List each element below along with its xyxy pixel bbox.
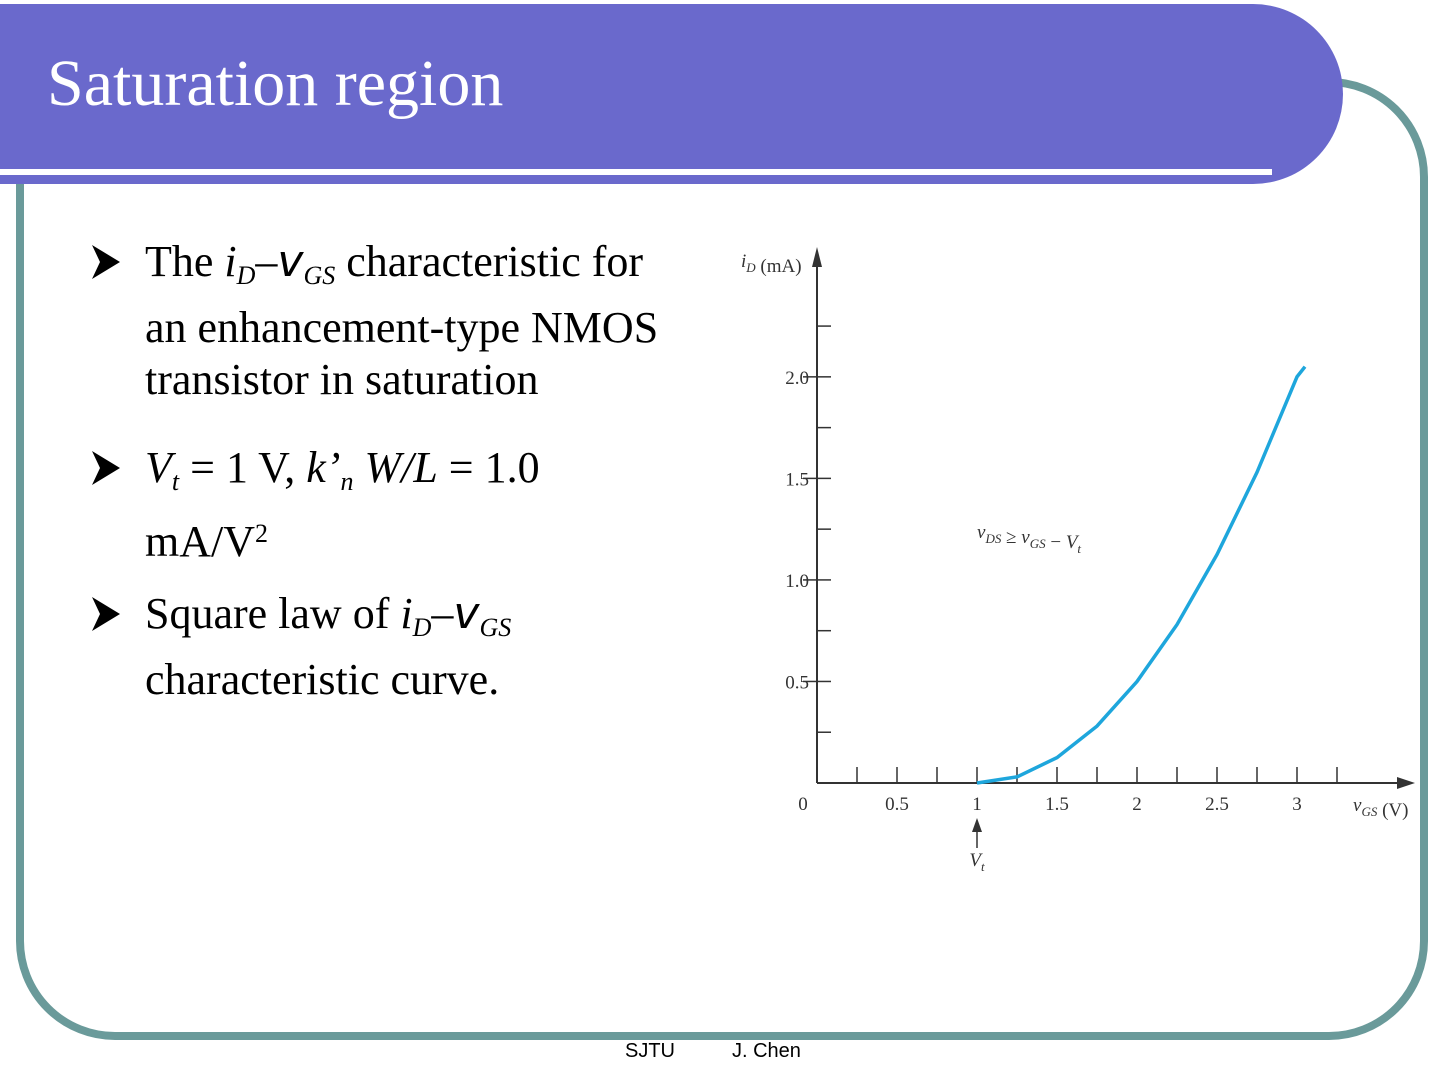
text: mA/V (145, 517, 255, 566)
xlabel-part: GS (1361, 804, 1377, 819)
footer-left: SJTU (625, 1040, 675, 1062)
x-tick-label: 1.5 (1045, 794, 1069, 815)
x-tick-label: 2.5 (1205, 794, 1229, 815)
title-rule (0, 169, 1272, 175)
y-axis-arrow (812, 247, 822, 267)
text: n (340, 467, 354, 496)
annotation-part: t (1077, 541, 1081, 556)
text: i (400, 589, 413, 638)
x-tick-label: 1 (972, 794, 982, 815)
x-axis-arrow (1397, 777, 1415, 789)
x-tick-label: 0.5 (885, 794, 909, 815)
marker_label-part: t (981, 859, 985, 874)
text: V (145, 443, 172, 492)
text: GS (303, 261, 336, 290)
annotation-part: V (1066, 532, 1080, 553)
text: t (171, 467, 180, 496)
text: k’ (306, 443, 341, 492)
ylabel-part: D (745, 260, 756, 275)
text: v (453, 588, 480, 639)
ylabel: iD (mA) (741, 251, 802, 277)
curve (976, 365, 1307, 785)
text: The (145, 237, 225, 286)
xlabel: vGS (V) (1353, 795, 1408, 821)
y-tick-label: 0.5 (785, 672, 809, 693)
text: – (431, 589, 454, 638)
y-tick-label: 2.0 (785, 368, 809, 389)
marker_label: Vt (969, 850, 985, 874)
annotation-part: − (1046, 532, 1066, 553)
chart: 0 0.5 1 1.5 2 2.5 30.51.01.52.0iD (mA)vGS (V)v… (741, 247, 1415, 874)
text: v (277, 236, 304, 287)
bullet: The iD–vGS characteristic for an enhance… (145, 236, 658, 406)
text: Square law of (145, 589, 401, 638)
annotation-part: DS (984, 531, 1001, 546)
marker_label-part: V (969, 850, 983, 871)
bullet: Vt = 1 V, k’n W/L = 1.0 mA/V2 (145, 442, 540, 568)
xlabel-part: v (1353, 795, 1362, 816)
footer-right: J. Chen (732, 1040, 801, 1062)
x-tick-label: 0 (798, 794, 808, 815)
text: GS (479, 613, 512, 642)
x-tick-label: 2 (1132, 794, 1142, 815)
text: transistor in saturation (145, 355, 539, 404)
text: = 1.0 (437, 443, 540, 492)
annotation-part: ≥ (1001, 527, 1021, 548)
text: 2 (255, 519, 268, 548)
xlabel-part: (V) (1377, 800, 1408, 821)
annotation-part: GS (1030, 536, 1046, 551)
text: = 1 V, (179, 443, 307, 492)
vt-arrow-head (972, 818, 982, 832)
text: W/L (364, 443, 438, 492)
y-tick-label: 1.0 (785, 571, 809, 592)
text: characteristic for (335, 237, 644, 286)
bullet: Square law of iD–vGS characteristic curv… (145, 588, 511, 706)
text: an enhancement-type NMOS (145, 303, 659, 352)
text: D (236, 261, 256, 290)
annotation-part: v (1021, 527, 1030, 548)
annotation-part: v (977, 522, 986, 543)
text: D (412, 613, 432, 642)
ylabel-part: (mA) (756, 256, 802, 277)
y-tick-label: 1.5 (785, 469, 809, 490)
ylabel-part: i (741, 251, 746, 272)
text (353, 443, 364, 492)
text: – (255, 237, 278, 286)
slide-title: Saturation region (47, 47, 504, 120)
text: i (224, 237, 237, 286)
title-banner (0, 4, 1343, 184)
x-tick-label: 3 (1292, 794, 1302, 815)
text: characteristic curve. (145, 655, 500, 704)
annotation: vDS ≥ vGS − Vt (977, 522, 1081, 556)
